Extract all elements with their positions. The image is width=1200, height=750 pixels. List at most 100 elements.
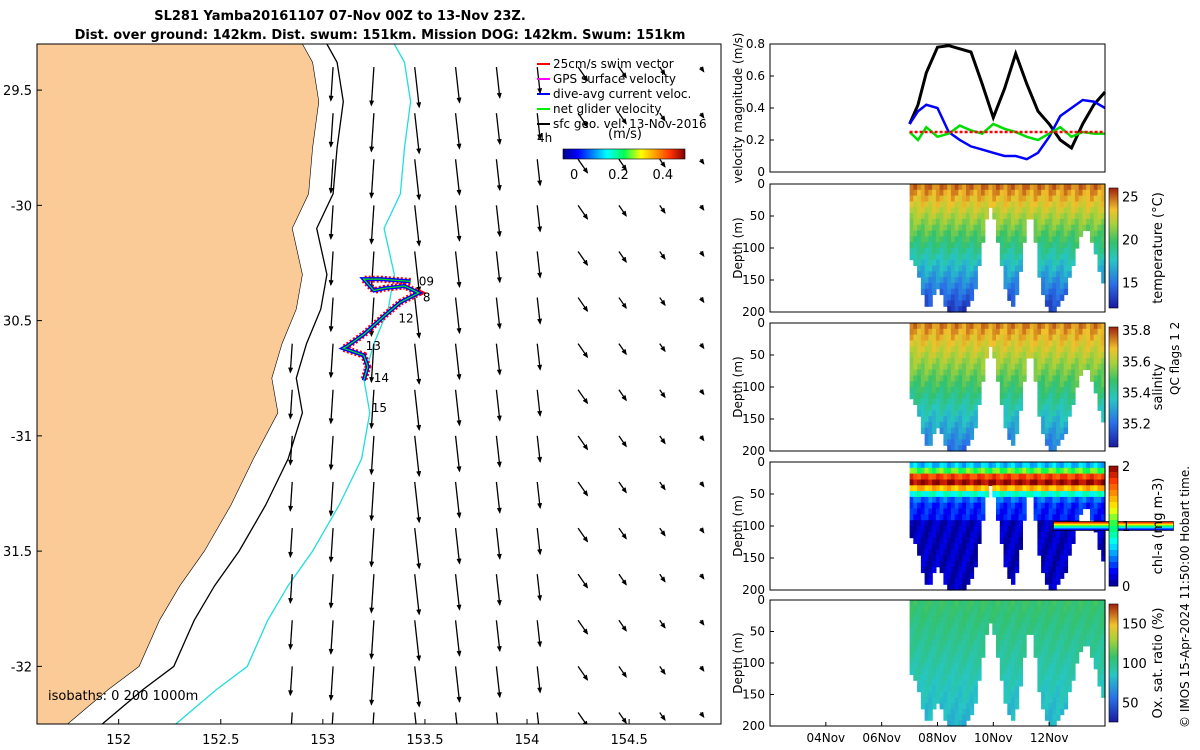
velocity-arrow [330, 389, 334, 424]
heatmap-cell [1011, 253, 1016, 261]
heatmap-cell [1059, 363, 1065, 371]
heatmap-cell [950, 218, 956, 226]
velocity-arrowhead [582, 259, 589, 266]
heatmap-cell [920, 531, 926, 539]
heatmap-cell [966, 543, 971, 550]
heatmap-cell [1044, 328, 1050, 336]
heatmap-cell [909, 189, 914, 197]
chl-colorbar-step [1109, 544, 1118, 551]
heatmap-cell [1048, 485, 1053, 492]
heatmap-cell [1093, 357, 1099, 365]
heatmap-cell [1059, 242, 1065, 249]
heatmap-cell [1052, 566, 1057, 574]
heatmap-cell [958, 334, 963, 341]
heatmap-cell [977, 668, 982, 675]
heatmap-cell [1063, 369, 1069, 376]
heatmap-cell [981, 645, 986, 653]
heatmap-cell [1011, 236, 1016, 243]
heatmap-cell [1078, 189, 1084, 197]
depth-y-tick-label: 150 [742, 273, 765, 287]
heatmap-cell [977, 651, 982, 658]
depth-y-tick-label: 50 [750, 348, 765, 362]
heatmap-cell [999, 236, 1005, 243]
heatmap-cell [928, 277, 933, 284]
heatmap-cell [932, 248, 937, 255]
velocity-arrows [288, 66, 705, 724]
heatmap-cell [924, 271, 929, 278]
heatmap-cell [947, 720, 952, 727]
heatmap-cell [1082, 467, 1087, 475]
colorbar-tick-label: 100 [1122, 657, 1147, 672]
velocity-arrowhead [369, 515, 375, 522]
heatmap-cell [962, 207, 967, 214]
heatmap-cell [1067, 600, 1072, 607]
depth-y-tick-label: 200 [742, 305, 765, 319]
heatmap-cell [913, 657, 918, 664]
heatmap-cell [954, 346, 960, 353]
heatmap-cell [950, 398, 956, 405]
heatmap-cell [1014, 622, 1020, 630]
chl-colorbar-step [1109, 514, 1118, 521]
heatmap-cell [1041, 387, 1046, 394]
heatmap-cell [1048, 288, 1053, 296]
heatmap-cell [935, 605, 941, 612]
heatmap-cell [1044, 560, 1050, 568]
chl-colorbar-step [1109, 502, 1118, 509]
heatmap-cell [992, 467, 997, 475]
heatmap-cell [1048, 697, 1053, 704]
heatmap-cell [1059, 230, 1065, 237]
heatmap-cell [1018, 213, 1023, 220]
heatmap-cell [1018, 201, 1023, 208]
heatmap-cell [1101, 363, 1106, 371]
heatmap-cell [969, 479, 975, 486]
heatmap-cell [1011, 439, 1016, 446]
heatmap-cell [969, 617, 975, 624]
heatmap-cell [1044, 651, 1050, 658]
heatmap-cell [1059, 236, 1065, 243]
heatmap-cell [992, 334, 997, 341]
heatmap-cell [1033, 323, 1038, 330]
heatmap-cell [1033, 213, 1038, 220]
heatmap-cell [924, 363, 929, 371]
heatmap-cell [1052, 697, 1057, 704]
heatmap-cell [1003, 201, 1008, 208]
heatmap-cell [1048, 473, 1053, 480]
velocity-arrowhead [328, 464, 334, 471]
heatmap-cell [1090, 611, 1095, 618]
heatmap-cell [1097, 323, 1102, 330]
velocity-arrowhead [416, 194, 422, 201]
heatmap-cell [1093, 600, 1099, 607]
heatmap-cell [928, 357, 933, 365]
heatmap-cell [943, 657, 948, 664]
heatmap-cell [966, 549, 971, 556]
heatmap-cell [1052, 300, 1057, 307]
velocity-arrowhead [582, 121, 589, 128]
heatmap-cell [954, 277, 960, 284]
heatmap-cell [924, 230, 929, 237]
heatmap-cell [1074, 213, 1080, 220]
heatmap-cell [1090, 213, 1095, 220]
heatmap-cell [913, 611, 918, 618]
heatmap-cell [947, 398, 952, 405]
heatmap-cell [932, 242, 937, 249]
heatmap-cell [973, 271, 978, 278]
heatmap-cell [1011, 611, 1016, 618]
heatmap-cell [996, 334, 1001, 341]
heatmap-cell [1093, 634, 1099, 641]
heatmap-cell [1037, 651, 1042, 658]
heatmap-cell [924, 265, 929, 272]
heatmap-cell [1067, 651, 1072, 658]
heatmap-cell [950, 578, 956, 585]
velocity-arrowhead [699, 66, 705, 73]
heatmap-cell [1044, 213, 1050, 220]
heatmap-cell [950, 433, 956, 440]
heatmap-cell [947, 479, 952, 486]
heatmap-cell [1071, 242, 1076, 249]
heatmap-cell [958, 189, 963, 197]
heatmap-cell [917, 410, 922, 417]
heatmap-cell [1090, 508, 1095, 515]
velocity-arrowhead [288, 551, 294, 558]
heatmap-cell [1007, 566, 1012, 574]
map-colorbar [562, 148, 686, 160]
heatmap-cell [1003, 271, 1008, 278]
